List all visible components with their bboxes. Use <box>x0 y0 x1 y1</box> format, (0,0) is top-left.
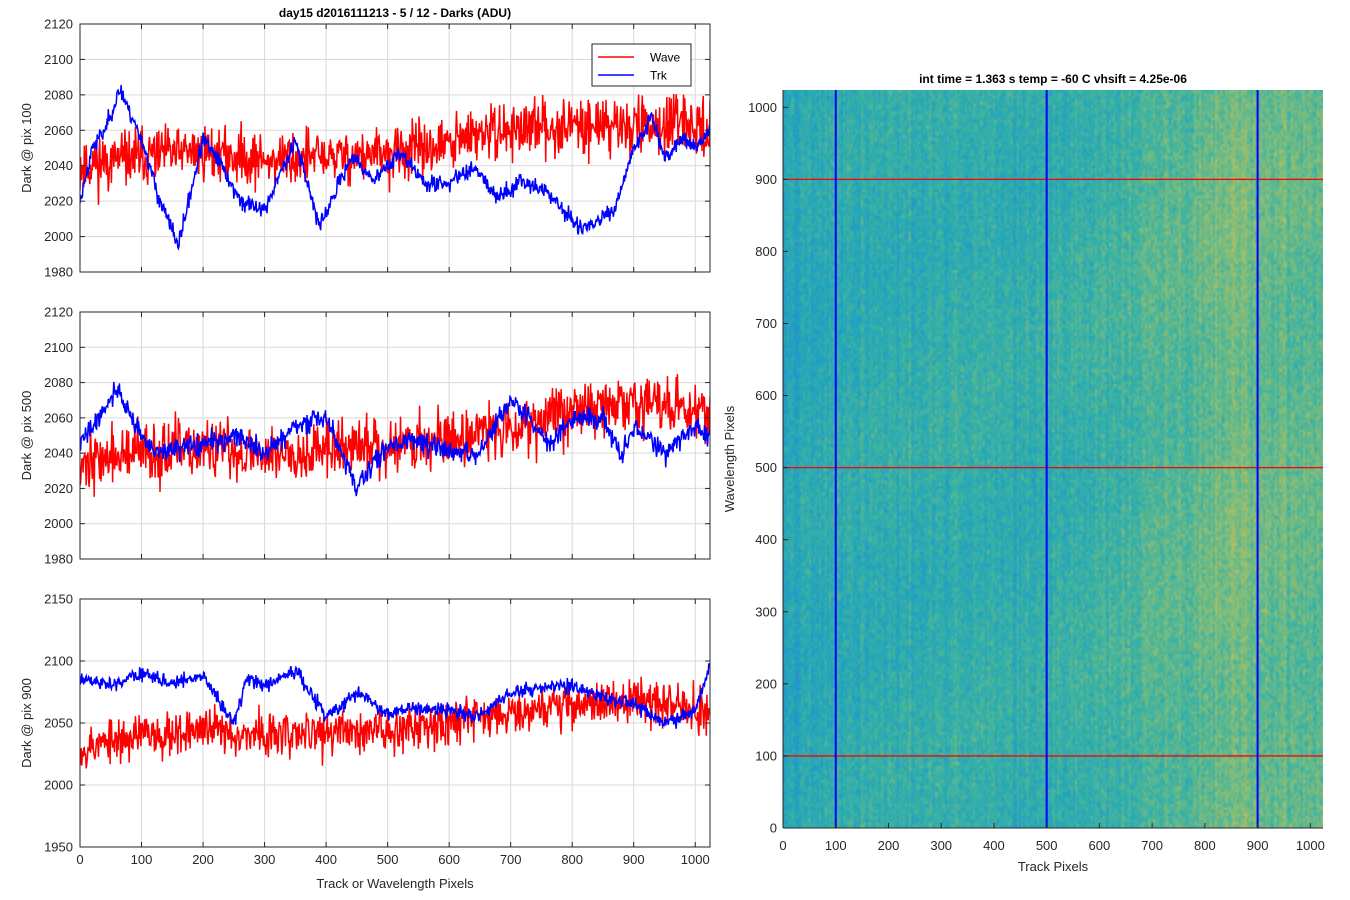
y-tick-label: 2000 <box>44 516 73 531</box>
axes-box <box>79 598 711 848</box>
y-tick-label: 400 <box>755 532 777 547</box>
y-tick-label: 2150 <box>44 592 73 607</box>
figure-title: day15 d2016111213 - 5 / 12 - Darks (ADU) <box>279 6 511 20</box>
y-tick-label: 2100 <box>44 654 73 669</box>
legend-box <box>591 43 692 87</box>
axis-ticks: 0 100 200 300 400 500 600 700 800 900 1000 0 100 200 3… <box>748 100 1325 853</box>
y-tick-label: 100 <box>755 748 777 763</box>
x-tick-label: 100 <box>131 852 153 867</box>
x-tick-label: 400 <box>315 852 337 867</box>
x-tick-label: 900 <box>1247 838 1269 853</box>
y-axis-label: Dark @ pix 100 <box>19 103 34 193</box>
y-tick-label: 900 <box>755 172 777 187</box>
series-line-trk <box>80 381 710 497</box>
x-tick-label: 1000 <box>681 852 710 867</box>
x-axis-label: Track or Wavelength Pixels <box>316 876 474 891</box>
y-tick-label: 2040 <box>44 158 73 173</box>
y-tick-label: 2000 <box>44 778 73 793</box>
y-axis-label: Dark @ pix 900 <box>19 678 34 768</box>
series-line-wave <box>80 93 710 205</box>
y-tick-label: 1950 <box>44 840 73 855</box>
legend: Wave Trk <box>591 43 692 87</box>
series-line-trk <box>80 84 710 251</box>
heatmap-image <box>783 90 1323 828</box>
axes-box <box>79 23 711 273</box>
x-tick-label: 700 <box>500 852 522 867</box>
y-tick-label: 1000 <box>748 100 777 115</box>
x-tick-label: 200 <box>878 838 900 853</box>
dark-frame-heatmap: 0 100 200 300 400 500 600 700 800 900 1000 0 100 200 3… <box>722 72 1325 874</box>
plot-dark-pix-900: 0 100 200 300 400 500 600 700 800 900 1000 1950 2000… <box>19 592 711 891</box>
y-tick-label: 600 <box>755 388 777 403</box>
x-tick-label: 800 <box>1194 838 1216 853</box>
x-tick-label: 200 <box>192 852 214 867</box>
axis-ticks: 0 100 200 300 400 500 600 700 800 900 1000 1950 2000… <box>44 592 710 867</box>
plot-dark-pix-100: 1980 2000 2020 2040 2060 2080 2100 2120 Dark @ p… <box>19 17 711 280</box>
y-tick-label: 2000 <box>44 229 73 244</box>
y-tick-label: 2020 <box>44 194 73 209</box>
x-tick-label: 600 <box>1089 838 1111 853</box>
y-tick-label: 500 <box>755 460 777 475</box>
series-line-wave <box>80 676 710 769</box>
y-tick-label: 1980 <box>44 552 73 567</box>
x-tick-label: 300 <box>254 852 276 867</box>
x-tick-label: 100 <box>825 838 847 853</box>
y-tick-label: 200 <box>755 676 777 691</box>
x-tick-label: 300 <box>930 838 952 853</box>
x-tick-label: 400 <box>983 838 1005 853</box>
legend-label: Trk <box>650 69 668 83</box>
legend-label: Wave <box>650 51 681 65</box>
y-tick-label: 2080 <box>44 87 73 102</box>
axis-ticks: 1980 2000 2020 2040 2060 2080 2100 2120 <box>44 305 710 567</box>
axes-box <box>79 311 711 560</box>
y-tick-label: 700 <box>755 316 777 331</box>
y-tick-label: 2060 <box>44 410 73 425</box>
x-tick-label: 700 <box>1141 838 1163 853</box>
y-tick-label: 2060 <box>44 123 73 138</box>
y-axis-label: Dark @ pix 500 <box>19 391 34 481</box>
heatmap-title: int time = 1.363 s temp = -60 C vhsift =… <box>919 72 1187 86</box>
y-axis-label: Wavelength Pixels <box>722 405 737 512</box>
x-tick-label: 500 <box>377 852 399 867</box>
x-tick-label: 0 <box>76 852 83 867</box>
y-tick-label: 2100 <box>44 52 73 67</box>
y-tick-label: 2080 <box>44 375 73 390</box>
series-line-trk <box>80 663 710 729</box>
y-tick-label: 1980 <box>44 265 73 280</box>
plot-dark-pix-500: 1980 2000 2020 2040 2060 2080 2100 2120 Dark @ p… <box>19 305 711 567</box>
y-tick-label: 800 <box>755 244 777 259</box>
y-tick-label: 2020 <box>44 481 73 496</box>
y-tick-label: 300 <box>755 604 777 619</box>
x-tick-label: 800 <box>561 852 583 867</box>
y-tick-label: 2040 <box>44 446 73 461</box>
x-axis-label: Track Pixels <box>1018 859 1089 874</box>
y-tick-label: 2120 <box>44 17 73 32</box>
x-tick-label: 1000 <box>1296 838 1325 853</box>
x-tick-label: 600 <box>438 852 460 867</box>
x-tick-label: 900 <box>623 852 645 867</box>
y-tick-label: 2100 <box>44 340 73 355</box>
x-tick-label: 500 <box>1036 838 1058 853</box>
y-tick-label: 2120 <box>44 305 73 320</box>
x-tick-label: 0 <box>779 838 786 853</box>
y-tick-label: 0 <box>770 821 777 836</box>
y-tick-label: 2050 <box>44 716 73 731</box>
